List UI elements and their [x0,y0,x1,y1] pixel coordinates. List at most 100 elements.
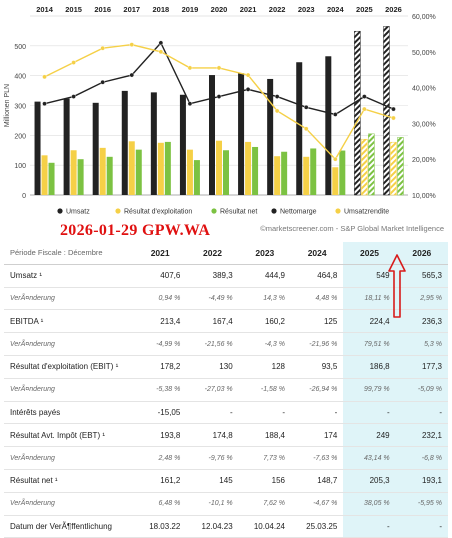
cell-value: 93,5 [290,355,344,379]
bar-umsatz [121,90,128,195]
bar-r-sultat-d-exploitation [245,141,252,195]
cell-value: 407,6 [134,264,187,288]
point-nettomarge [362,94,367,99]
y-right-tick-label: 50,00% [412,50,436,57]
bar-r-sultat-net [106,156,113,195]
cell-value: -21,56 % [186,332,239,356]
point-umsatzrendite [391,115,396,121]
table-row: Umsatz ¹ 407,6 389,3 444,9 464,8 549 565,3 [4,264,448,288]
cell-value: 156 [238,469,291,493]
cell-value: 174 [290,423,344,448]
bar-r-sultat-d-exploitation [216,140,222,195]
bar-umsatz [267,78,274,195]
row-label: Intérêts payés [4,401,134,425]
cell-value: 7,62 % [238,492,291,516]
x-tick-label: 2018 [153,5,170,14]
bar-r-sultat-net [339,150,346,195]
y-right-tick-label: 60,00% [412,14,436,21]
cell-value: -26,94 % [290,378,344,402]
x-tick-label: 2019 [182,5,199,14]
cell-value: 186,8 [343,355,396,379]
cell-value: 177,3 [395,355,448,379]
col-header: 2023 [238,242,291,265]
legend-swatch [115,208,121,214]
change-row: VerÃ¤nderung -5,38 % -27,03 % -1,58 % -26,94… [4,378,448,402]
bar-r-sultat-net [223,150,229,195]
bar-r-sultat-net [193,160,200,195]
cell-value: 7,73 % [238,446,291,470]
bar-r-sultat-d-exploitation [157,142,164,195]
point-nettomarge [216,94,222,99]
point-nettomarge [42,101,47,107]
y-left-tick-label: 400 [14,74,26,81]
bar-r-sultat-net [135,149,142,195]
x-tick-label: 2015 [65,5,82,14]
red-arrow-icon [388,254,406,318]
cell-value: 38,05 % [343,492,396,516]
cell-value: -6,8 % [395,446,448,470]
point-umsatzrendite [216,65,222,71]
row-label: EBITDA ¹ [4,309,134,334]
bar-umsatz [354,30,361,196]
cell-value: -5,95 % [395,492,448,516]
point-umsatzrendite [245,72,251,78]
cell-value: 464,8 [290,264,344,288]
bar-r-sultat-net [397,137,404,196]
cell-value: 213,4 [134,309,187,334]
cell-value: -21,96 % [290,332,344,356]
cell-value: 565,3 [395,264,448,288]
x-tick-label: 2022 [269,5,286,14]
bar-r-sultat-net [310,148,317,195]
cell-value: - [238,401,291,425]
bar-umsatz [383,26,390,196]
bar-r-sultat-net [77,159,84,195]
combo-chart: 0 100 200 300 400 500 10,00% 20,00% 30,00% 40,00%… [4,5,436,216]
cell-value: 0,94 % [134,287,187,311]
row-label: VerÃ¤nderung [4,287,134,311]
cell-value: 389,3 [186,264,239,288]
cell-value: -1,58 % [238,378,291,402]
cell-value: 232,1 [395,423,448,448]
point-nettomarge [245,87,251,92]
cell-value: 2,95 % [395,287,448,311]
bar-umsatz [296,62,303,195]
point-nettomarge [333,112,338,117]
table-row: Résultat Avt. Impôt (EBT) ¹ 193,8 174,8 188… [4,423,448,448]
cell-value: 79,51 % [343,332,396,356]
point-umsatzrendite [303,126,309,132]
x-tick-label: 2014 [36,5,54,14]
bar-r-sultat-d-exploitation [361,138,368,196]
row-label: VerÃ¤nderung [4,492,134,516]
col-header: 2024 [290,242,344,265]
bar-umsatz [150,92,157,195]
table-row: Intérêts payés -15,05- - - - - [4,401,448,425]
point-umsatzrendite [129,42,135,47]
x-tick-label: 2025 [356,5,373,14]
table-header-row: Période Fiscale : Décembre 2021 2022 202… [4,242,448,265]
cell-value: 193,8 [134,423,187,448]
cell-value: 4,48 % [290,287,344,311]
y-right-tick-label: 30,00% [412,121,436,128]
cell-value: - [290,401,344,425]
point-nettomarge [303,104,309,110]
cell-value: -9,76 % [186,446,239,470]
legend-label: Résultat d'exploitation [124,209,192,216]
legend-label: Umsatz [66,209,90,216]
bar-r-sultat-net [252,146,259,195]
change-row: VerÃ¤nderung 2,48 % -9,76 % 7,73 % -7,63 % 43… [4,446,448,470]
cell-value: 43,14 % [343,446,396,470]
legend-swatch [211,208,217,214]
cell-value: -7,63 % [290,446,344,470]
cell-value: -4,49 % [186,287,239,311]
row-label: Résultat Avt. Impôt (EBT) ¹ [4,423,134,448]
cell-value: -4,99 % [134,332,187,356]
y-left-tick-label: 0 [22,193,26,200]
point-nettomarge [100,79,105,85]
cell-value: 236,3 [395,309,448,334]
legend-label: Nettomarge [280,209,317,216]
bar-r-sultat-d-exploitation [41,155,48,195]
bar-r-sultat-net [281,151,288,195]
table-row: Résultat d'exploitation (EBIT) ¹ 178,2 130… [4,355,448,379]
cell-value: 12.04.23 [186,515,239,538]
y-axis-label: Millionen PLN [4,84,11,127]
